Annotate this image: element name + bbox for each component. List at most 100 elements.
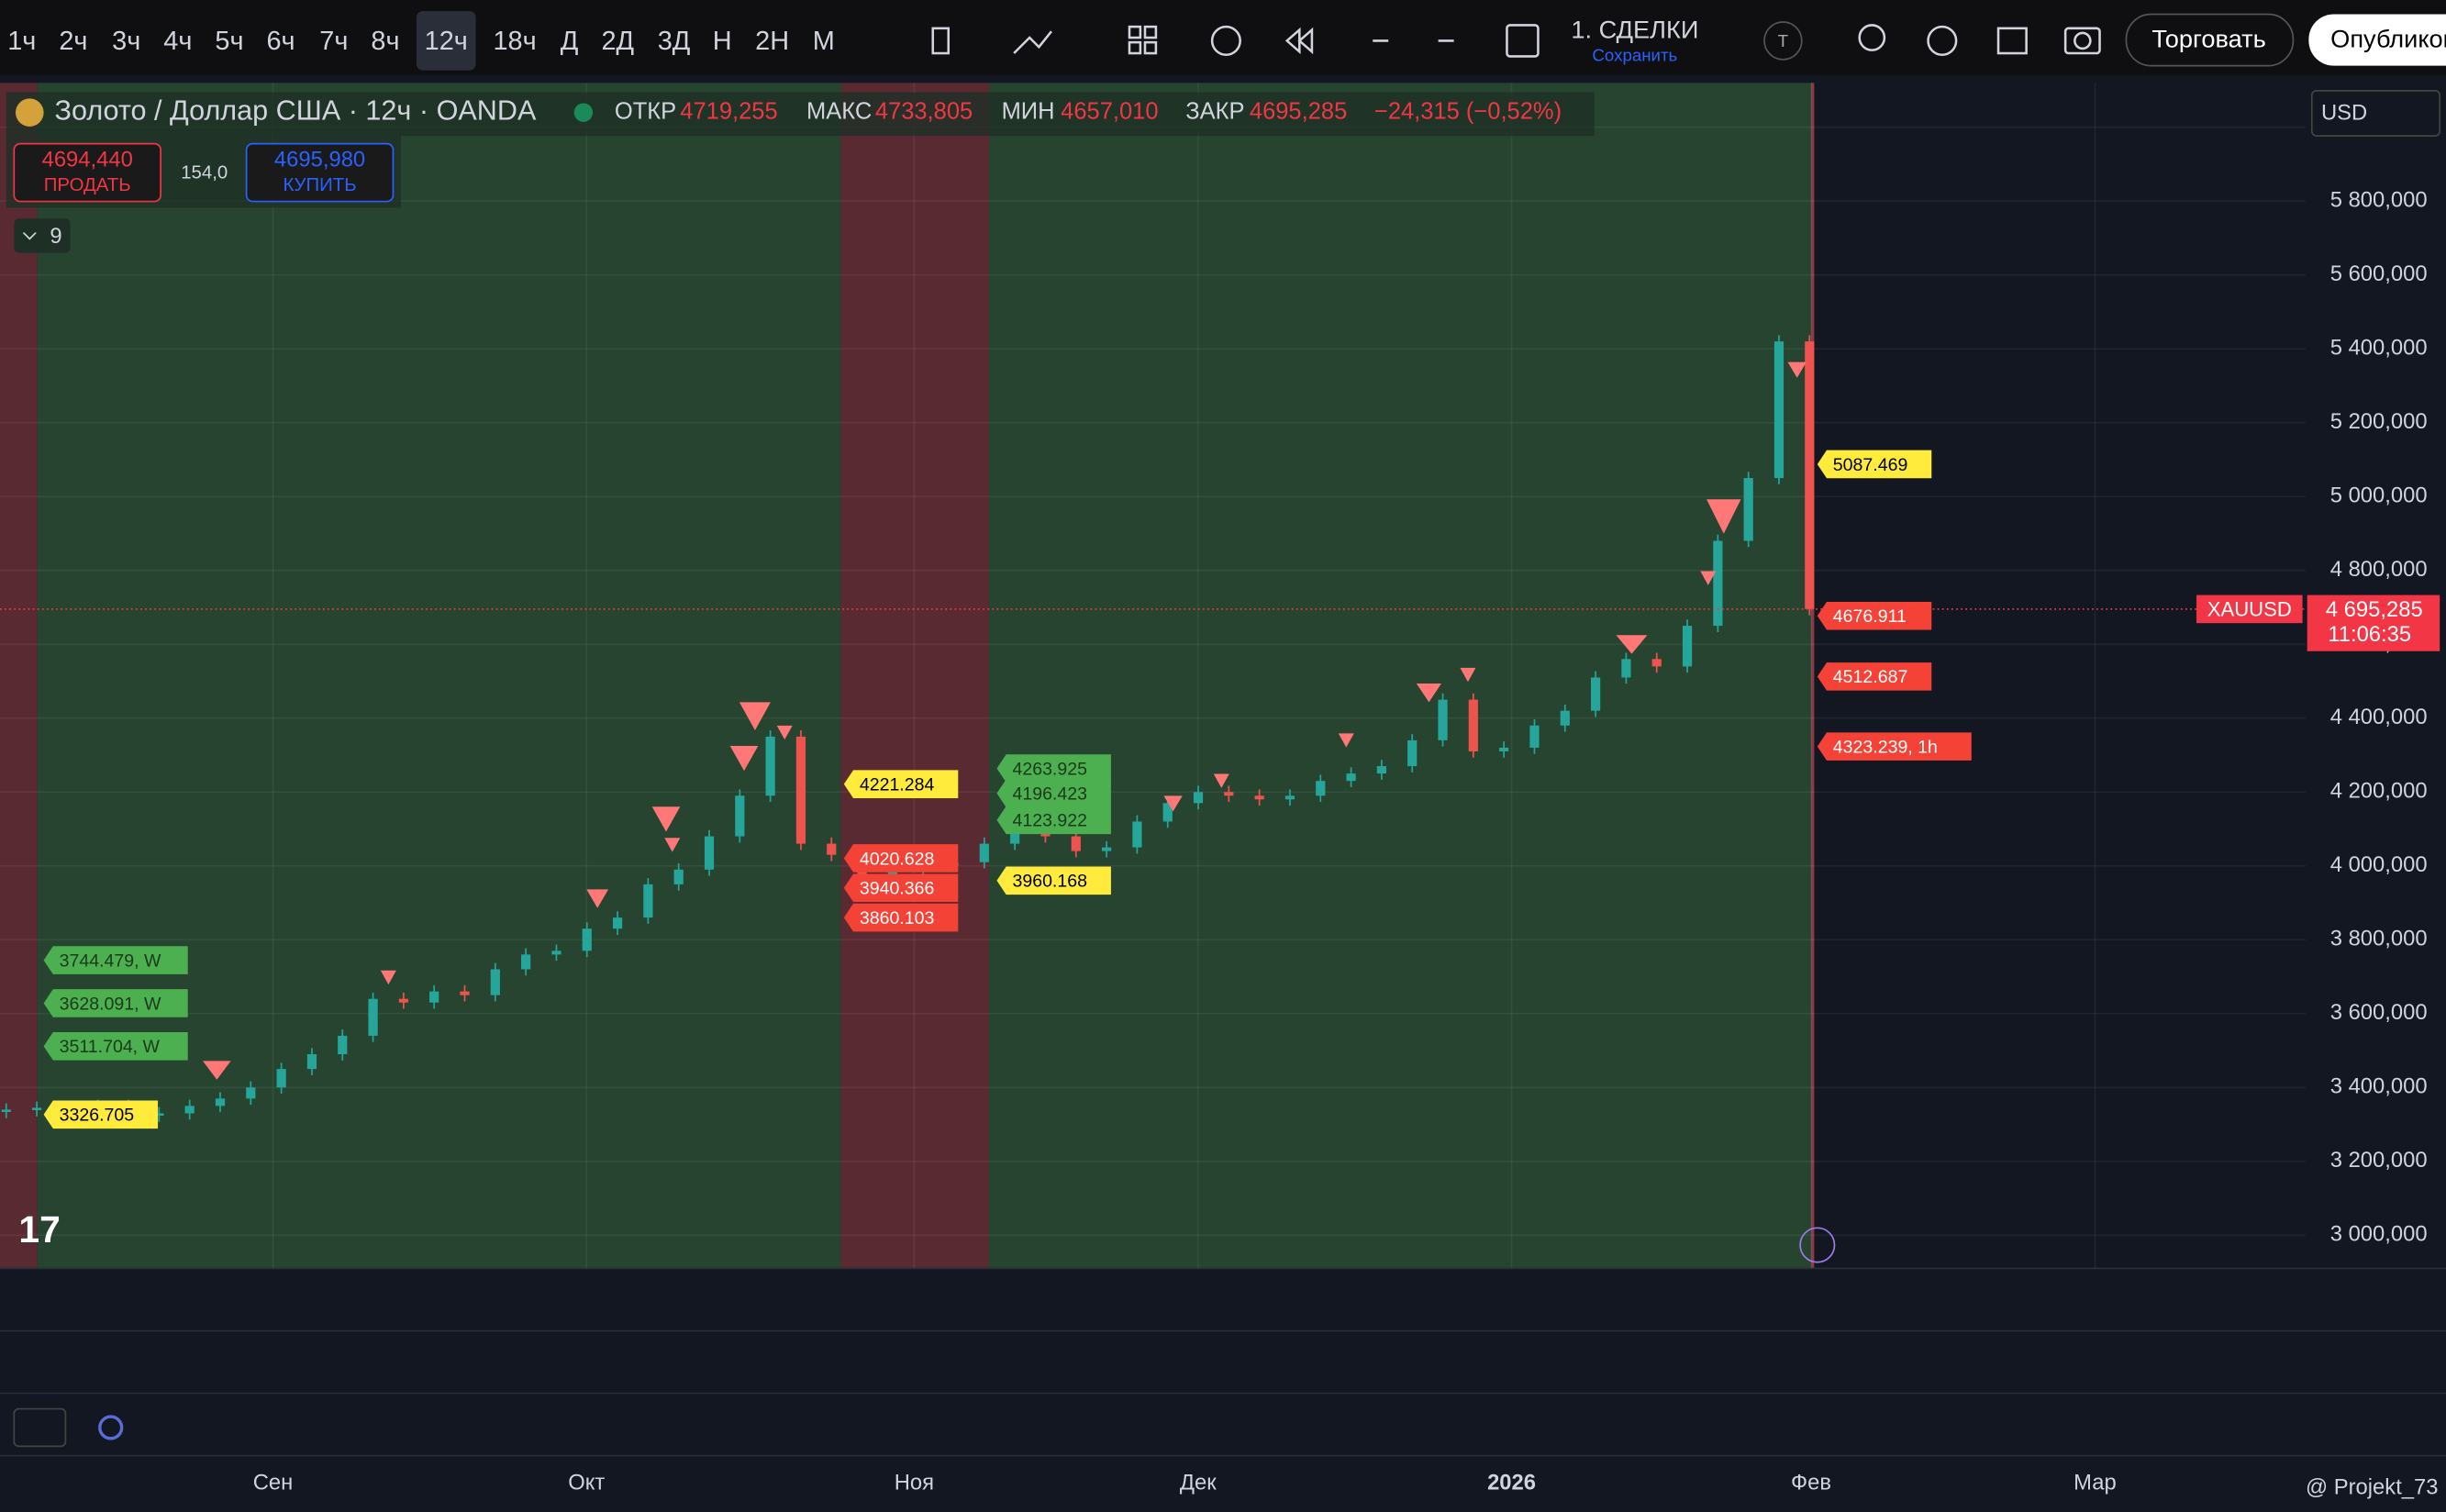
candle xyxy=(1468,699,1478,751)
panel-toggle[interactable] xyxy=(13,1407,67,1448)
spread: 154,0 xyxy=(181,162,228,183)
candle xyxy=(276,1069,286,1088)
low-label: МИН xyxy=(1002,98,1055,124)
candle xyxy=(612,917,623,929)
price-tag-label: 3744.479, W xyxy=(60,951,161,971)
candle xyxy=(1682,626,1693,667)
interval[interactable]: 1ч xyxy=(7,27,36,56)
trade-label[interactable]: Торговать xyxy=(2151,25,2265,53)
high: 4733,805 xyxy=(875,98,973,124)
price-tag-label: 4196.423 xyxy=(1012,784,1087,805)
indicators-count[interactable]: 9 xyxy=(50,224,61,249)
x-tick-label: Мар xyxy=(2074,1470,2117,1495)
last-price-badge xyxy=(2307,595,2440,651)
indicators-toggle[interactable] xyxy=(14,218,71,253)
sync-icon[interactable] xyxy=(98,1415,124,1440)
interval[interactable]: 2ч xyxy=(59,27,87,56)
interval[interactable]: 6ч xyxy=(266,27,295,56)
buy-price[interactable]: 4695,980 xyxy=(274,148,365,172)
avatar[interactable]: T xyxy=(1778,31,1788,50)
candle xyxy=(1499,747,1509,751)
interval[interactable]: Д xyxy=(561,27,579,56)
candle xyxy=(551,951,561,955)
intervals: 1ч 2ч 3ч 4ч 5ч 6ч 7ч 8ч 12ч 18ч Д 2Д 3Д Н 2Н М xyxy=(7,11,835,71)
candle xyxy=(765,736,775,796)
publish-label[interactable]: Опубликовать xyxy=(2330,25,2446,53)
candle xyxy=(1,1109,11,1112)
price-tag xyxy=(996,754,1111,783)
interval[interactable]: 3Д xyxy=(658,27,691,56)
y-tick-label: 3 600,000 xyxy=(2330,1000,2428,1025)
sell-button[interactable] xyxy=(13,142,161,203)
y-tick-label: 4 000,000 xyxy=(2330,852,2428,877)
candle xyxy=(246,1087,256,1099)
candle xyxy=(1254,795,1264,800)
interval[interactable]: 3ч xyxy=(112,27,140,56)
candle xyxy=(32,1107,42,1110)
price-tag xyxy=(43,946,188,974)
interval[interactable]: 5ч xyxy=(215,27,243,56)
price-tag xyxy=(1817,662,1932,691)
candle xyxy=(1773,341,1784,479)
candle xyxy=(1132,821,1142,848)
interval[interactable]: 4ч xyxy=(163,27,192,56)
trade-button[interactable] xyxy=(2125,13,2295,67)
price-tag-label: 3960.168 xyxy=(1012,872,1087,892)
interval[interactable]: 8ч xyxy=(371,27,399,56)
sell-label[interactable]: ПРОДАТЬ xyxy=(44,175,131,195)
x-tick-label: 2026 xyxy=(1487,1470,1536,1495)
price-tag-label: 4221.284 xyxy=(860,775,935,795)
candle xyxy=(1438,699,1448,740)
interval[interactable]: 7ч xyxy=(319,27,348,56)
alert-icon[interactable] xyxy=(1799,1227,1836,1263)
candle xyxy=(306,1054,317,1070)
candle xyxy=(1284,795,1295,800)
y-tick-label: 4 800,000 xyxy=(2330,557,2428,582)
green-zone xyxy=(37,83,841,1269)
close: 4695,285 xyxy=(1250,98,1347,124)
layout-name[interactable]: 1. СДЕЛКИ xyxy=(1571,15,1698,43)
price-tag-label: 5087.469 xyxy=(1833,455,1908,475)
price-tag-label: 4263.925 xyxy=(1012,759,1087,779)
candle xyxy=(398,998,408,1003)
buy-button[interactable] xyxy=(245,142,395,203)
open-label: ОТКР xyxy=(615,98,676,124)
x-tick-label: Фев xyxy=(1791,1470,1831,1495)
candle xyxy=(1713,540,1723,627)
symbol[interactable]: Золото / Доллар США · 12ч · OANDA xyxy=(55,95,537,127)
currency-select[interactable] xyxy=(2310,89,2441,137)
price-tag xyxy=(996,866,1111,895)
interval[interactable]: 2Д xyxy=(601,27,634,56)
last-price-label: 4 695,285 xyxy=(2326,597,2423,622)
high-label: МАКС xyxy=(806,98,872,124)
candle xyxy=(1743,478,1753,541)
interval[interactable]: 18ч xyxy=(493,27,536,56)
currency[interactable]: USD xyxy=(2321,101,2367,126)
price-tag-label: 4512.687 xyxy=(1833,667,1908,687)
candle xyxy=(184,1106,195,1114)
sell-price[interactable]: 4694,440 xyxy=(42,148,133,172)
interval[interactable]: М xyxy=(813,27,835,56)
candle xyxy=(1407,739,1418,767)
price-tag-label: 4676.911 xyxy=(1833,606,1907,627)
candle xyxy=(1224,792,1234,796)
price-tag xyxy=(843,770,959,798)
symbol-badge xyxy=(2196,595,2303,624)
candle xyxy=(643,884,653,918)
avatar-ring[interactable] xyxy=(1763,21,1803,61)
candle xyxy=(704,836,715,870)
y-tick-label: 4 400,000 xyxy=(2330,705,2428,729)
candle xyxy=(1529,725,1540,748)
layout-status: Сохранить xyxy=(1592,45,1677,64)
y-tick-label: 5 600,000 xyxy=(2330,261,2428,286)
y-tick-label: 5 000,000 xyxy=(2330,483,2428,507)
buy-label[interactable]: КУПИТЬ xyxy=(283,175,356,195)
interval[interactable]: Н xyxy=(713,27,732,56)
candle xyxy=(827,843,837,855)
publish-button[interactable] xyxy=(2308,14,2446,66)
interval[interactable]: 2Н xyxy=(755,27,789,56)
interval[interactable]: 12ч xyxy=(425,27,468,56)
open: 4719,255 xyxy=(680,98,777,124)
change: −24,315 (−0,52%) xyxy=(1374,98,1562,124)
price-tag xyxy=(843,873,959,903)
